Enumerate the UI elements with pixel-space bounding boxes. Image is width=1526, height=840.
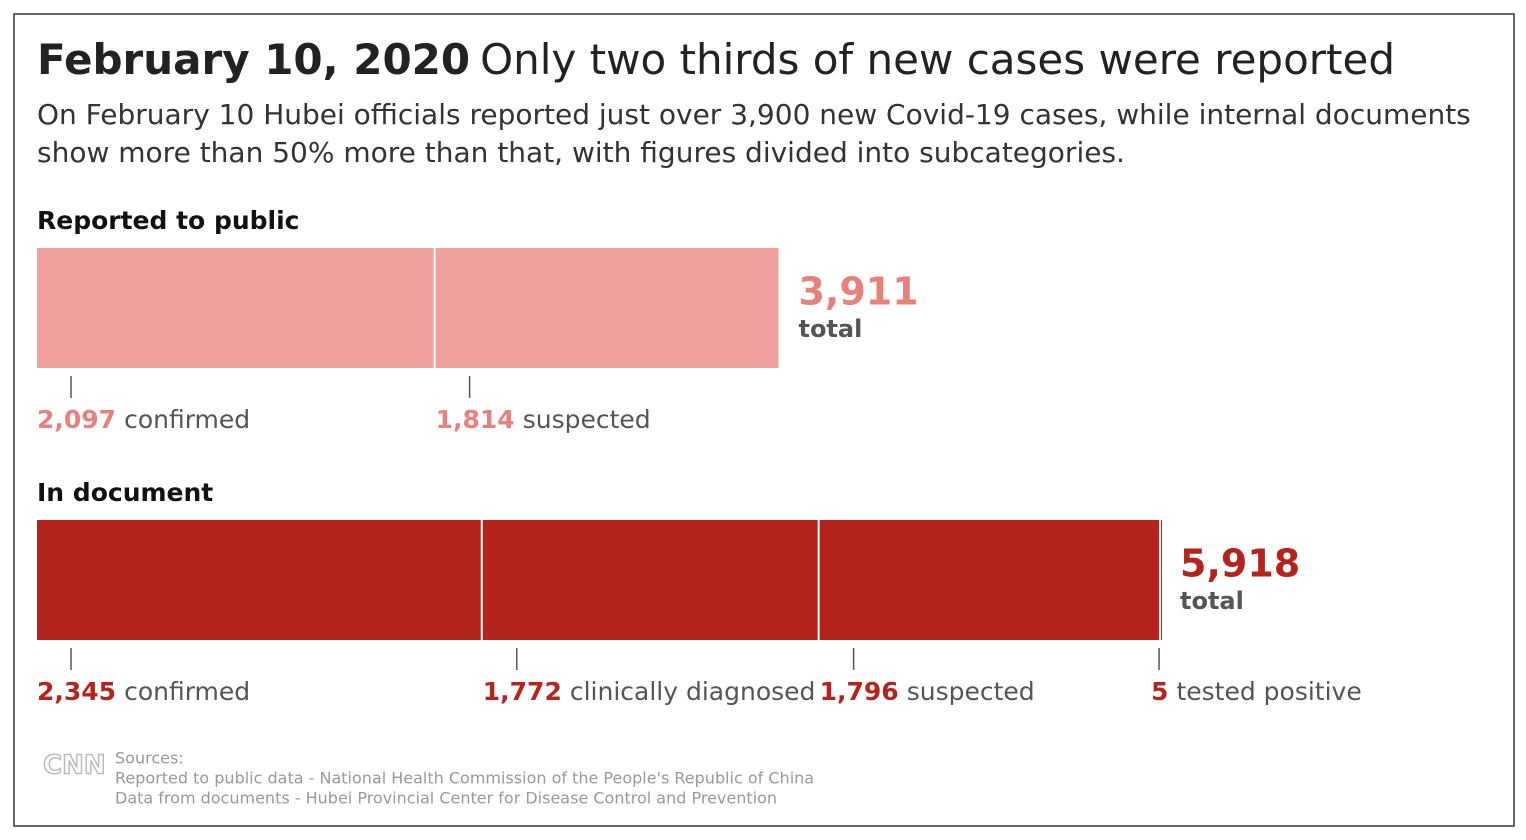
category-label: confirmed [124, 405, 250, 434]
bar-segment [482, 520, 818, 640]
value-label: 1,814 suspected [436, 405, 651, 434]
value-label: 1,772 clinically diagnosed [483, 677, 816, 706]
logo: CNN [43, 751, 106, 781]
total-label: total [798, 315, 862, 343]
value-label: 2,345 confirmed [37, 677, 250, 706]
source: Data from documents - Hubei Provincial C… [115, 789, 777, 808]
value-number: 1,796 [820, 677, 899, 706]
total-value: 5,918 [1180, 542, 1300, 586]
value-label: 1,796 suspected [820, 677, 1035, 706]
value-label: 2,097 confirmed [37, 405, 250, 434]
source: Reported to public data - National Healt… [115, 769, 814, 788]
total-value: 3,911 [798, 270, 918, 314]
bar-segment [37, 520, 481, 640]
category-label: tested positive [1176, 677, 1361, 706]
value-number: 2,345 [37, 677, 116, 706]
bar-segment [37, 248, 434, 368]
group-title: In document [37, 478, 213, 507]
value-number: 1,814 [436, 405, 515, 434]
value-label: 5 tested positive [1151, 677, 1362, 706]
category-label: clinically diagnosed [570, 677, 816, 706]
subtitle: On February 10 Hubei officials reported … [37, 98, 1471, 131]
frame [13, 13, 1515, 827]
chart-title: February 10, 2020 Only two thirds of new … [37, 35, 1395, 84]
group-title: Reported to public [37, 206, 300, 235]
title-date: February 10, 2020 [37, 35, 470, 84]
category-label: suspected [907, 677, 1035, 706]
category-label: suspected [523, 405, 651, 434]
title-rest: Only two thirds of new cases were report… [480, 35, 1395, 84]
source-heading: Sources: [115, 749, 184, 768]
bar-segment [435, 248, 779, 368]
value-number: 2,097 [37, 405, 116, 434]
value-number: 1,772 [483, 677, 562, 706]
subtitle: show more than 50% more than that, with … [37, 136, 1125, 169]
bar-segment [819, 520, 1160, 640]
bar-segment [1161, 520, 1163, 640]
category-label: confirmed [124, 677, 250, 706]
total-label: total [1180, 587, 1244, 615]
value-number: 5 [1151, 677, 1168, 706]
